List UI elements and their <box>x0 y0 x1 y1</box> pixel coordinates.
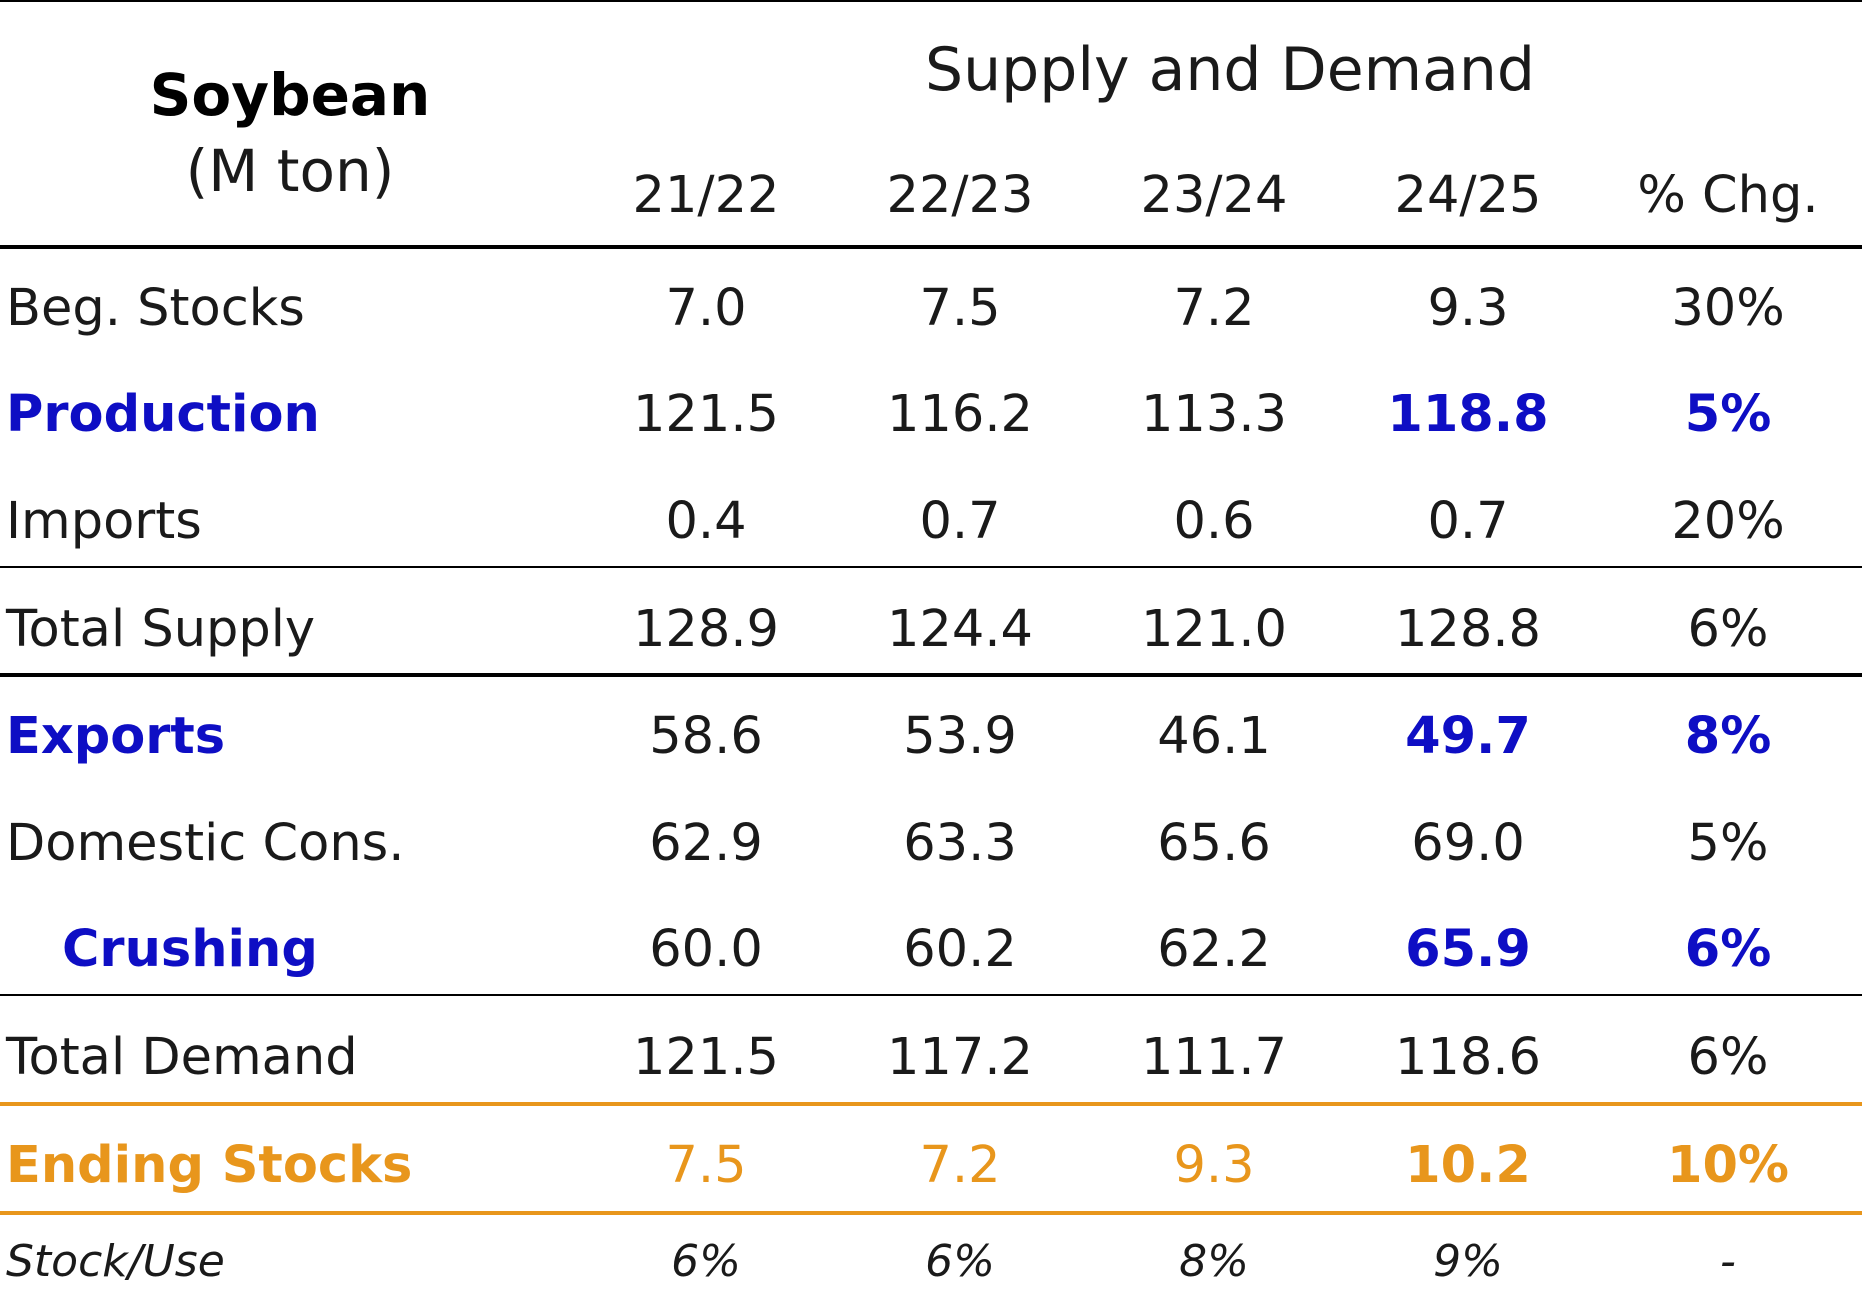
column-header-2324: 23/24 <box>1140 166 1288 225</box>
value-cell: 46.1 <box>1157 707 1271 766</box>
pct-change-cell-highlight: 5% <box>1684 385 1772 444</box>
demand-subtotal-rule <box>0 994 1862 996</box>
row-label-production: Production <box>6 385 320 444</box>
value-cell: 128.8 <box>1394 600 1541 659</box>
column-header-2223: 22/23 <box>886 166 1034 225</box>
pct-change-cell: - <box>1720 1236 1736 1287</box>
value-cell: 60.2 <box>903 920 1017 979</box>
value-cell-highlight: 65.9 <box>1405 920 1531 979</box>
value-cell: 7.2 <box>919 1136 1001 1195</box>
supply-demand-divider <box>0 673 1862 677</box>
value-cell: 0.6 <box>1173 492 1255 551</box>
value-cell: 62.9 <box>649 814 763 873</box>
value-cell: 121.0 <box>1140 600 1287 659</box>
pct-change-cell-highlight: 8% <box>1684 707 1772 766</box>
column-header-pct-chg: % Chg. <box>1637 166 1819 225</box>
value-cell: 9.3 <box>1173 1136 1255 1195</box>
pct-change-cell: 5% <box>1687 814 1769 873</box>
row-label-crushing: Crushing <box>62 920 318 979</box>
pct-change-cell-highlight: 10% <box>1666 1136 1790 1195</box>
pct-change-cell: 6% <box>1687 1028 1769 1087</box>
value-cell: 53.9 <box>903 707 1017 766</box>
row-label-imports: Imports <box>6 492 202 551</box>
value-cell: 58.6 <box>649 707 763 766</box>
value-cell: 0.4 <box>665 492 747 551</box>
value-cell: 7.2 <box>1173 279 1255 338</box>
value-cell: 0.7 <box>1427 492 1509 551</box>
row-label-domestic-cons: Domestic Cons. <box>6 814 405 873</box>
value-cell: 117.2 <box>886 1028 1033 1087</box>
row-label-ending-stocks: Ending Stocks <box>6 1136 413 1195</box>
value-cell: 7.0 <box>665 279 747 338</box>
row-label-beg-stocks: Beg. Stocks <box>6 279 305 338</box>
value-cell: 0.7 <box>919 492 1001 551</box>
column-header-2122: 21/22 <box>632 166 780 225</box>
value-cell: 118.6 <box>1394 1028 1541 1087</box>
value-cell: 69.0 <box>1411 814 1525 873</box>
value-cell: 113.3 <box>1140 385 1287 444</box>
value-cell: 6% <box>925 1236 995 1287</box>
value-cell: 62.2 <box>1157 920 1271 979</box>
value-cell: 7.5 <box>919 279 1001 338</box>
row-label-total-demand: Total Demand <box>6 1028 358 1087</box>
value-cell: 63.3 <box>903 814 1017 873</box>
value-cell: 7.5 <box>665 1136 747 1195</box>
value-cell: 121.5 <box>632 385 779 444</box>
column-header-2425: 24/25 <box>1394 166 1542 225</box>
row-label-exports: Exports <box>6 707 226 766</box>
value-cell: 116.2 <box>886 385 1033 444</box>
value-cell-highlight: 10.2 <box>1405 1136 1531 1195</box>
unit-label: (M ton) <box>185 137 395 205</box>
value-cell: 60.0 <box>649 920 763 979</box>
header-rule <box>0 245 1862 249</box>
section-title: Supply and Demand <box>925 35 1535 105</box>
value-cell-highlight: 118.8 <box>1387 385 1549 444</box>
value-cell: 124.4 <box>886 600 1033 659</box>
value-cell: 128.9 <box>632 600 779 659</box>
value-cell: 9% <box>1433 1236 1503 1287</box>
commodity-title: Soybean <box>149 61 431 129</box>
pct-change-cell: 20% <box>1671 492 1785 551</box>
value-cell: 6% <box>671 1236 741 1287</box>
supply-subtotal-rule <box>0 566 1862 568</box>
value-cell: 121.5 <box>632 1028 779 1087</box>
pct-change-cell: 30% <box>1671 279 1785 338</box>
value-cell-highlight: 49.7 <box>1405 707 1531 766</box>
value-cell: 111.7 <box>1140 1028 1287 1087</box>
pct-change-cell: 6% <box>1687 600 1769 659</box>
value-cell: 8% <box>1179 1236 1249 1287</box>
value-cell: 9.3 <box>1427 279 1509 338</box>
row-label-stock-use: Stock/Use <box>6 1236 225 1287</box>
top-border <box>0 0 1862 2</box>
pct-change-cell-highlight: 6% <box>1684 920 1772 979</box>
ending-stocks-bottom-rule <box>0 1211 1862 1215</box>
row-label-total-supply: Total Supply <box>6 600 316 659</box>
ending-stocks-top-rule <box>0 1102 1862 1106</box>
value-cell: 65.6 <box>1157 814 1271 873</box>
